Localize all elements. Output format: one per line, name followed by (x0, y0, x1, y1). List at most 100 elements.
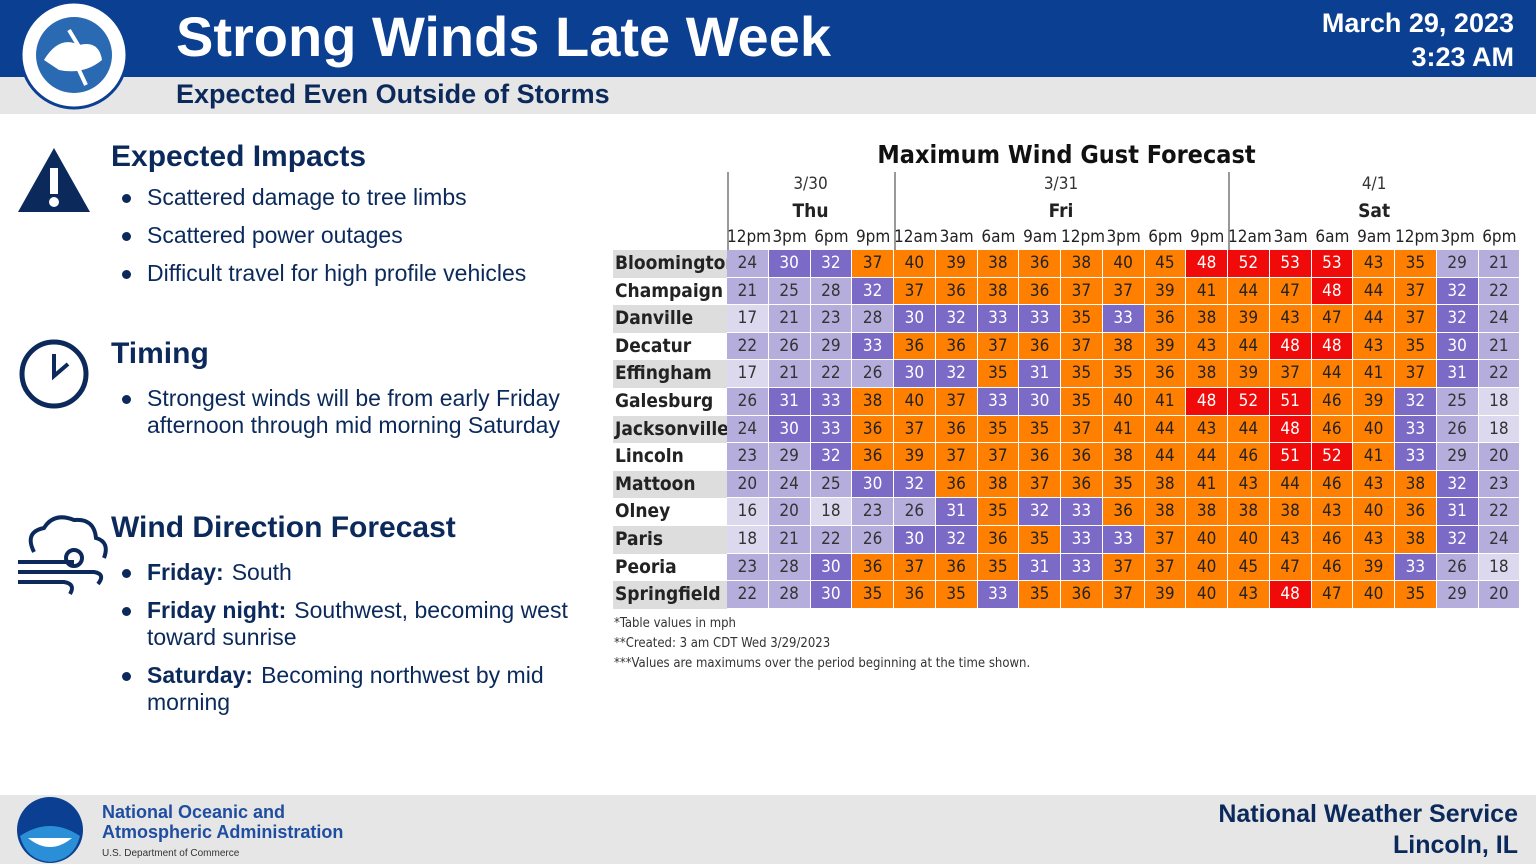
gust-cell: 28 (852, 305, 894, 333)
gust-cell: 43 (1228, 581, 1270, 609)
gust-cell: 37 (894, 277, 936, 306)
row-name: Lincoln (613, 443, 727, 471)
gust-cell: 44 (1144, 443, 1187, 471)
gust-cell: 30 (810, 553, 853, 582)
gust-cell: 32 (894, 470, 936, 499)
gust-cell: 32 (810, 443, 853, 471)
gust-cell: 39 (1144, 581, 1187, 609)
gust-cell: 41 (1186, 277, 1228, 306)
gust-cell: 35 (1061, 388, 1103, 416)
gust-cell: 46 (1228, 443, 1270, 471)
time-label: 3pm (772, 227, 807, 247)
gust-cell: 36 (1019, 332, 1061, 361)
gust-cell: 44 (1353, 277, 1395, 306)
gust-cell: 41 (1186, 470, 1228, 499)
gust-cell: 40 (894, 388, 936, 416)
gust-cell: 40 (1102, 250, 1145, 278)
day-name: Thu (792, 200, 829, 222)
gust-cell: 37 (1102, 581, 1145, 609)
gust-cell: 35 (1061, 305, 1103, 333)
gust-cell: 33 (1395, 553, 1437, 582)
gust-cell: 48 (1269, 332, 1312, 361)
gust-cell: 44 (1186, 443, 1228, 471)
time-label: 6am (1315, 227, 1350, 247)
gust-cell: 36 (935, 277, 978, 306)
gust-cell: 44 (1353, 305, 1395, 333)
issued: March 29, 2023 3:23 AM (1322, 6, 1514, 74)
gust-cell: 25 (810, 470, 853, 499)
gust-cell: 31 (1019, 553, 1061, 582)
gust-cell: 36 (1061, 443, 1103, 471)
gust-cell: 36 (894, 332, 936, 361)
gust-cell: 39 (1353, 388, 1395, 416)
office: National Weather Service Lincoln, IL (1218, 799, 1518, 861)
gust-cell: 35 (1019, 526, 1061, 554)
time-label: 12pm (1395, 227, 1440, 247)
gust-cell: 23 (1478, 470, 1521, 499)
gust-cell: 35 (977, 415, 1020, 444)
gust-cell: 23 (727, 553, 769, 582)
gust-cell: 32 (1436, 305, 1479, 333)
gust-cell: 35 (1395, 581, 1437, 609)
row-name: Springfield (613, 581, 727, 609)
gust-cell: 29 (1436, 581, 1479, 609)
gust-cell: 53 (1311, 250, 1354, 278)
day-divider (727, 172, 729, 252)
gust-cell: 32 (935, 360, 978, 388)
gust-cell: 36 (935, 332, 978, 361)
gust-cell: 51 (1269, 388, 1312, 416)
list: Friday: South Friday night: Southwest, beco… (111, 559, 591, 716)
gust-cell: 36 (1144, 305, 1187, 333)
time-label: 6pm (1482, 227, 1517, 247)
gust-cell: 47 (1269, 277, 1312, 306)
row-name: Mattoon (613, 470, 727, 499)
gust-cell: 30 (852, 470, 894, 499)
gust-cell: 22 (1478, 498, 1521, 526)
gust-cell: 30 (1019, 388, 1061, 416)
gust-cell: 47 (1269, 553, 1312, 582)
gust-cell: 39 (894, 443, 936, 471)
gust-cell: 35 (977, 553, 1020, 582)
row-name: Bloomington (613, 250, 738, 278)
row-name: Peoria (613, 553, 727, 582)
gust-cell: 18 (1478, 388, 1521, 416)
time-label: 3pm (1106, 227, 1141, 247)
time: 3:23 AM (1411, 42, 1514, 72)
gust-cell: 32 (1395, 388, 1437, 416)
gust-cell: 41 (1353, 360, 1395, 388)
bullet-text: Southwest, becoming west toward sunrise (147, 597, 568, 650)
gust-cell: 33 (810, 415, 853, 444)
gust-cell: 30 (768, 415, 811, 444)
gust-cell: 37 (977, 332, 1020, 361)
gust-cell: 40 (1353, 415, 1395, 444)
time-label: 6am (981, 227, 1016, 247)
gust-cell: 46 (1311, 526, 1354, 554)
gust-cell: 33 (810, 388, 853, 416)
gust-cell: 35 (1061, 360, 1103, 388)
gust-cell: 39 (1228, 305, 1270, 333)
gust-cell: 33 (1061, 553, 1103, 582)
gust-cell: 41 (1144, 388, 1187, 416)
gust-cell: 26 (852, 360, 894, 388)
gust-cell: 33 (1395, 443, 1437, 471)
gust-cell: 23 (810, 305, 853, 333)
gust-cell: 21 (727, 277, 769, 306)
gust-cell: 36 (1102, 498, 1145, 526)
gust-cell: 18 (1478, 415, 1521, 444)
gust-cell: 36 (894, 581, 936, 609)
gust-cell: 22 (727, 332, 769, 361)
gust-cell: 35 (1395, 250, 1437, 278)
gust-cell: 33 (977, 581, 1020, 609)
gust-cell: 37 (1144, 526, 1187, 554)
gust-cell: 52 (1228, 250, 1270, 278)
gust-cell: 33 (1061, 526, 1103, 554)
gust-cell: 33 (1102, 526, 1145, 554)
note: **Created: 3 am CDT Wed 3/29/2023 (614, 636, 831, 651)
gust-cell: 39 (935, 250, 978, 278)
gust-cell: 44 (1144, 415, 1187, 444)
gust-cell: 38 (1269, 498, 1312, 526)
date: March 29, 2023 (1321, 8, 1514, 38)
clock-icon (19, 339, 89, 409)
time-label: 9pm (855, 227, 891, 247)
bullet-text: South (231, 559, 292, 585)
